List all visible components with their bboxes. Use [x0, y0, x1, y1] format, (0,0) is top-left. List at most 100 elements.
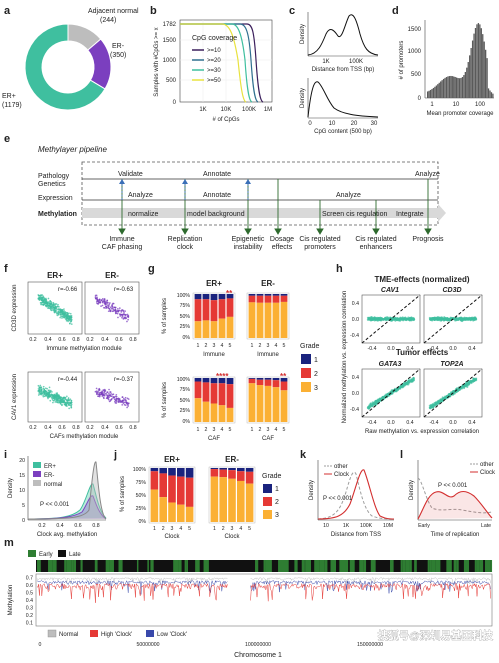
f-point-2-305 [66, 405, 68, 408]
e-mid-analyze2: Analyze [336, 192, 361, 199]
f-point-2-321 [64, 403, 66, 406]
i-legend-er-neg: ER- [44, 473, 54, 479]
h-point-0-295 [406, 318, 409, 321]
m-strip-early-15 [173, 560, 179, 572]
m-legend-high: High 'Clock' [101, 632, 132, 638]
f-point-2-177 [68, 407, 70, 410]
h-point-2-293 [391, 392, 394, 395]
f-point-0-312 [47, 304, 50, 307]
j-title-er-neg: ER- [225, 455, 239, 464]
m-strip-early-51 [453, 560, 457, 572]
h-point-0-267 [401, 318, 404, 321]
f-point-2-326 [43, 391, 45, 393]
panel-d: d 1500 1000 500 0 1 10 100 Mean promoter… [392, 5, 494, 117]
f-point-2-307 [70, 401, 73, 404]
d-hist-bar-35 [477, 23, 480, 98]
h-gene-top2a: TOP2A [440, 361, 463, 368]
m-strip-early-17 [184, 560, 187, 572]
m-strip-early-3 [64, 560, 67, 572]
f-point-0-209 [55, 307, 58, 309]
h-point-0-294 [387, 317, 390, 320]
d-hist-bar-41 [486, 58, 488, 98]
m-strip-early-25 [283, 560, 289, 572]
g-bar-2-4-grade3 [226, 407, 234, 422]
h-point-1-278 [462, 317, 465, 320]
m-strip-early-58 [490, 560, 493, 572]
g-bar-1-3-grade3 [272, 302, 280, 338]
j-xtick-1-1: 2 [222, 526, 225, 532]
g-bar-3-0-grade2 [248, 378, 256, 384]
f-point-0-226 [56, 314, 59, 317]
g-stacked-bars [192, 292, 290, 424]
g-bar-0-0-grade2 [194, 299, 202, 322]
d-hist-bar-43 [489, 90, 491, 98]
j-legend-3: 3 [275, 512, 279, 519]
b-legend-20: >=20 [207, 58, 221, 64]
j-bar-1-0-grade2 [210, 469, 219, 477]
g-bar-1-2-grade2 [264, 295, 272, 303]
donut-slice-2 [24, 23, 106, 111]
f-scatter-points [37, 294, 130, 410]
e-bar-normalize: normalize [128, 211, 158, 218]
b-xtick-1m: 1M [264, 107, 272, 113]
j-bar-0-1-grade1 [159, 468, 167, 474]
f-point-0-92 [59, 316, 62, 319]
panel-letter-j: j [113, 449, 117, 461]
f-point-3-94 [106, 394, 108, 397]
panel-letter-e: e [4, 133, 10, 145]
j-legend-swatch-3 [263, 510, 272, 519]
f-point-2-325 [67, 398, 70, 400]
f-point-1-129 [94, 294, 97, 297]
g-bar-1-1-grade1 [256, 294, 264, 296]
d-hist-bar-12 [444, 77, 446, 98]
f-point-1-2 [96, 296, 98, 299]
f-point-1-66 [119, 315, 122, 317]
h-frame-gata3 [361, 368, 421, 418]
l-legend-clock: Clock [480, 470, 496, 476]
j-frame-0 [148, 466, 196, 524]
m-strip-early-36 [349, 560, 355, 572]
f-point-0-335 [44, 304, 47, 307]
f-point-0-317 [40, 301, 43, 304]
f-point-3-141 [100, 392, 103, 394]
f-point-0-329 [39, 295, 42, 298]
f-point-2-159 [52, 401, 54, 404]
m-strip-early-47 [429, 560, 432, 572]
l-ylabel: Density [409, 480, 415, 500]
g-bot-ytick-50: 50% [180, 398, 191, 404]
j-bar-1-2-grade3 [228, 478, 236, 522]
i-xlabel: Clock avg. methylation [37, 532, 97, 538]
g-bar-3-2-grade1 [264, 378, 272, 380]
k-legend-clock: Clock [334, 472, 350, 478]
g-bot-ytick-100: 100% [177, 377, 191, 383]
f-xt-tr-3: 0.6 [115, 337, 122, 343]
m-strip-early-32 [324, 560, 328, 572]
f-xt-bl-2: 0.4 [44, 425, 51, 431]
f-point-2-232 [67, 404, 70, 406]
j-bar-1-1-grade2 [219, 469, 227, 478]
h-point-1-298 [443, 318, 446, 322]
m-xtick-50m: 50000000 [136, 642, 159, 648]
d-hist-bar-0 [427, 91, 429, 98]
g-bot-ytick-25: 25% [180, 408, 191, 414]
d-xtick-10: 10 [453, 102, 460, 108]
f-xt-bl-3: 0.6 [58, 425, 65, 431]
f-point-0-281 [56, 305, 59, 308]
f-point-2-314 [62, 401, 64, 404]
f-point-1-128 [122, 317, 125, 320]
j-bar-0-2-grade1 [168, 468, 176, 476]
f-point-3-143 [107, 398, 110, 401]
m-strip-early-20 [203, 560, 209, 572]
g-xtick-3-4: 5 [283, 427, 286, 433]
d-ytick-1000: 1000 [408, 49, 422, 55]
i-xtick-04: 0.4 [56, 523, 63, 529]
g-bar-0-2-grade1 [210, 294, 218, 301]
d-ytick-0: 0 [418, 96, 422, 102]
g-legend-2: 2 [314, 371, 318, 378]
l-curve-other [417, 477, 493, 514]
d-hist-bar-33 [474, 27, 477, 98]
m-strip-early-31 [319, 560, 325, 572]
f-point-2-244 [42, 394, 45, 397]
j-bar-0-3-grade2 [177, 476, 185, 505]
f-point-2-293 [47, 391, 50, 394]
